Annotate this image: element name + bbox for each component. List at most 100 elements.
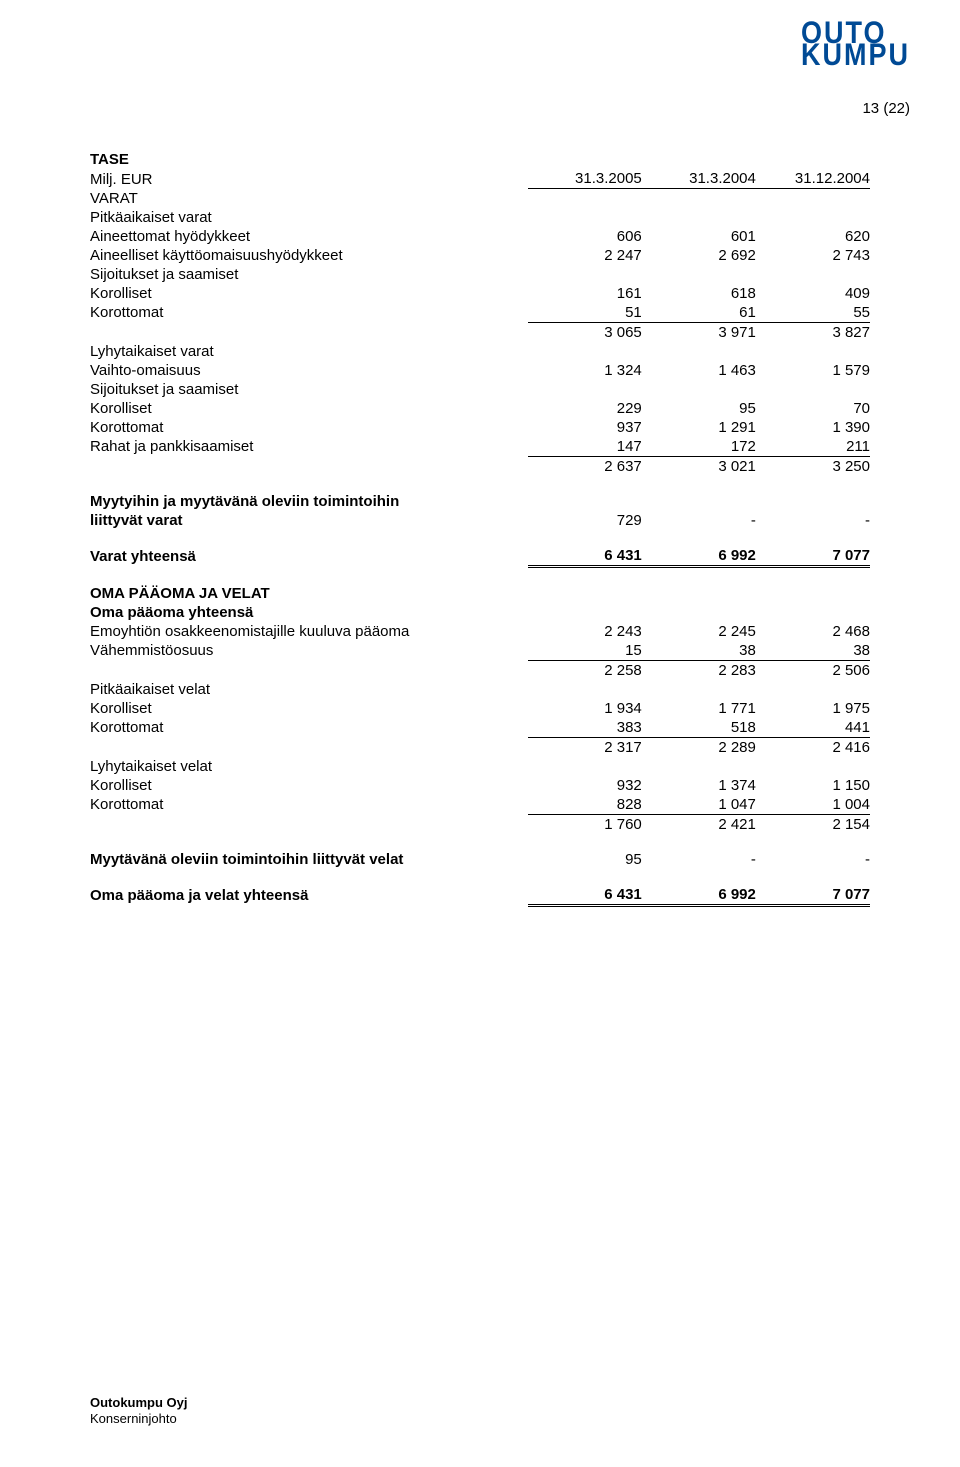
- cell: -: [756, 511, 870, 530]
- row-rahat: Rahat ja pankkisaamiset 147 172 211: [90, 437, 870, 457]
- row-korottomat2: Korottomat 937 1 291 1 390: [90, 418, 870, 437]
- cell: 3 827: [756, 322, 870, 342]
- cell: 38: [756, 641, 870, 661]
- row-vaihto: Vaihto-omaisuus 1 324 1 463 1 579: [90, 361, 870, 380]
- unit-label: Milj. EUR: [90, 169, 528, 189]
- cell: 6 992: [642, 885, 756, 906]
- row-label: Korottomat: [90, 303, 528, 323]
- subsection-omapaaoma: Oma pääoma yhteensä: [90, 603, 870, 622]
- cell: 2 692: [642, 246, 756, 265]
- cell: 6 992: [642, 546, 756, 567]
- cell: 2 468: [756, 622, 870, 641]
- page-number: 13 (22): [862, 100, 910, 117]
- cell: 2 258: [528, 660, 642, 680]
- cell: 1 760: [528, 814, 642, 834]
- logo-line2: KUMPU: [801, 42, 910, 67]
- cell: 3 021: [642, 456, 756, 476]
- subtotal-lyhytvarat: 2 637 3 021 3 250: [90, 456, 870, 476]
- cell: 2 289: [642, 737, 756, 757]
- table-title-row: TASE: [90, 150, 870, 169]
- cell: 147: [528, 437, 642, 457]
- cell: 6 431: [528, 546, 642, 567]
- row-label: Korolliset: [90, 399, 528, 418]
- row-label: Korottomat: [90, 795, 528, 815]
- row-vahemmisto: Vähemmistöosuus 15 38 38: [90, 641, 870, 661]
- subsection-lyhytvelat: Lyhytaikaiset velat: [90, 757, 870, 776]
- cell: 1 291: [642, 418, 756, 437]
- subtotal-lyhytvelat: 1 760 2 421 2 154: [90, 814, 870, 834]
- cell: -: [642, 511, 756, 530]
- row-label: Korottomat: [90, 418, 528, 437]
- cell: 229: [528, 399, 642, 418]
- cell: 2 637: [528, 456, 642, 476]
- cell: 729: [528, 511, 642, 530]
- row-sijoitukset2: Sijoitukset ja saamiset: [90, 380, 870, 399]
- row-label: Aineettomat hyödykkeet: [90, 227, 528, 246]
- row-label: liittyvät varat: [90, 511, 528, 530]
- cell: 172: [642, 437, 756, 457]
- row-myytava-velat: Myytävänä oleviin toimintoihin liittyvät…: [90, 850, 870, 869]
- section-omapaaoma: OMA PÄÄOMA JA VELAT: [90, 584, 870, 603]
- cell: 2 317: [528, 737, 642, 757]
- cell: 2 243: [528, 622, 642, 641]
- cell: 1 579: [756, 361, 870, 380]
- cell: 1 374: [642, 776, 756, 795]
- cell: 1 047: [642, 795, 756, 815]
- col-1-header: 31.3.2005: [528, 169, 642, 189]
- footer-dept: Konserninjohto: [90, 1411, 188, 1427]
- section-varat: VARAT: [90, 189, 870, 208]
- row-korottomat1: Korottomat 51 61 55: [90, 303, 870, 323]
- cell: 620: [756, 227, 870, 246]
- cell: 601: [642, 227, 756, 246]
- row-label: Sijoitukset ja saamiset: [90, 265, 528, 284]
- cell: 51: [528, 303, 642, 323]
- cell: 55: [756, 303, 870, 323]
- cell: 2 416: [756, 737, 870, 757]
- cell: 95: [642, 399, 756, 418]
- cell: 618: [642, 284, 756, 303]
- cell: 2 154: [756, 814, 870, 834]
- row-label: Oma pääoma yhteensä: [90, 603, 528, 622]
- cell: 2 247: [528, 246, 642, 265]
- cell: 441: [756, 718, 870, 738]
- cell: 1 975: [756, 699, 870, 718]
- cell: 2 743: [756, 246, 870, 265]
- company-logo: OUTO KUMPU: [801, 20, 910, 64]
- row-label: Pitkäaikaiset velat: [90, 680, 528, 699]
- row-label: Korolliset: [90, 776, 528, 795]
- balance-sheet-table: TASE Milj. EUR 31.3.2005 31.3.2004 31.12…: [90, 150, 870, 907]
- subsection-lyhytvarat: Lyhytaikaiset varat: [90, 342, 870, 361]
- row-korolliset1: Korolliset 161 618 409: [90, 284, 870, 303]
- cell: 518: [642, 718, 756, 738]
- row-aineelliset: Aineelliset käyttöomaisuushyödykkeet 2 2…: [90, 246, 870, 265]
- cell: 409: [756, 284, 870, 303]
- cell: 3 971: [642, 322, 756, 342]
- row-label: Myytävänä oleviin toimintoihin liittyvät…: [90, 850, 528, 869]
- row-label: Korolliset: [90, 699, 528, 718]
- subsection-pitkavelat: Pitkäaikaiset velat: [90, 680, 870, 699]
- cell: 7 077: [756, 885, 870, 906]
- cell: 70: [756, 399, 870, 418]
- cell: 2 283: [642, 660, 756, 680]
- cell: -: [642, 850, 756, 869]
- cell: 1 934: [528, 699, 642, 718]
- row-korottomat4: Korottomat 828 1 047 1 004: [90, 795, 870, 815]
- row-korolliset3: Korolliset 1 934 1 771 1 975: [90, 699, 870, 718]
- cell: 95: [528, 850, 642, 869]
- cell: 2 506: [756, 660, 870, 680]
- row-label: Vähemmistöosuus: [90, 641, 528, 661]
- cell: 2 245: [642, 622, 756, 641]
- cell: 2 421: [642, 814, 756, 834]
- row-label: Aineelliset käyttöomaisuushyödykkeet: [90, 246, 528, 265]
- row-label: Rahat ja pankkisaamiset: [90, 437, 528, 457]
- cell: 1 004: [756, 795, 870, 815]
- row-label: Lyhytaikaiset varat: [90, 342, 528, 361]
- cell: 211: [756, 437, 870, 457]
- row-korolliset4: Korolliset 932 1 374 1 150: [90, 776, 870, 795]
- row-label: Lyhytaikaiset velat: [90, 757, 528, 776]
- column-header-row: Milj. EUR 31.3.2005 31.3.2004 31.12.2004: [90, 169, 870, 189]
- row-label: Myytyihin ja myytävänä oleviin toimintoi…: [90, 492, 528, 511]
- col-2-header: 31.3.2004: [642, 169, 756, 189]
- cell: 3 065: [528, 322, 642, 342]
- row-aineettomat: Aineettomat hyödykkeet 606 601 620: [90, 227, 870, 246]
